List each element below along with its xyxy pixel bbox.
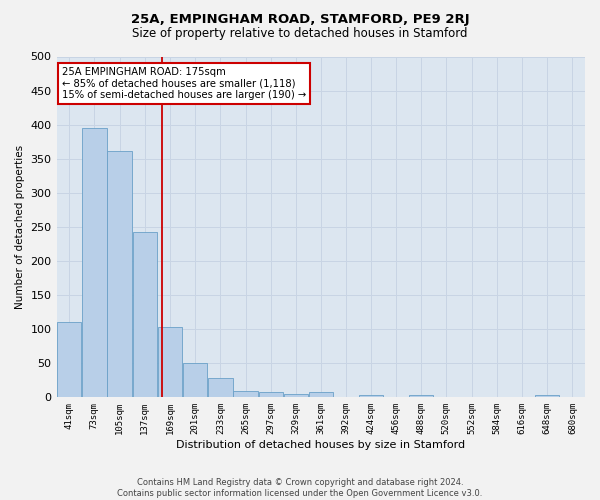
X-axis label: Distribution of detached houses by size in Stamford: Distribution of detached houses by size … <box>176 440 466 450</box>
Bar <box>359 394 383 398</box>
Bar <box>183 363 208 398</box>
Text: Size of property relative to detached houses in Stamford: Size of property relative to detached ho… <box>132 28 468 40</box>
Y-axis label: Number of detached properties: Number of detached properties <box>15 145 25 309</box>
Bar <box>57 322 82 398</box>
Bar <box>309 392 334 398</box>
Bar <box>409 396 433 398</box>
Bar <box>133 232 157 398</box>
Bar <box>284 394 308 398</box>
Bar <box>158 327 182 398</box>
Bar <box>107 150 132 398</box>
Bar <box>208 378 233 398</box>
Bar <box>259 392 283 398</box>
Text: 25A EMPINGHAM ROAD: 175sqm
← 85% of detached houses are smaller (1,118)
15% of s: 25A EMPINGHAM ROAD: 175sqm ← 85% of deta… <box>62 66 306 100</box>
Bar <box>535 396 559 398</box>
Bar <box>233 390 258 398</box>
Text: Contains HM Land Registry data © Crown copyright and database right 2024.
Contai: Contains HM Land Registry data © Crown c… <box>118 478 482 498</box>
Bar <box>82 128 107 398</box>
Text: 25A, EMPINGHAM ROAD, STAMFORD, PE9 2RJ: 25A, EMPINGHAM ROAD, STAMFORD, PE9 2RJ <box>131 12 469 26</box>
